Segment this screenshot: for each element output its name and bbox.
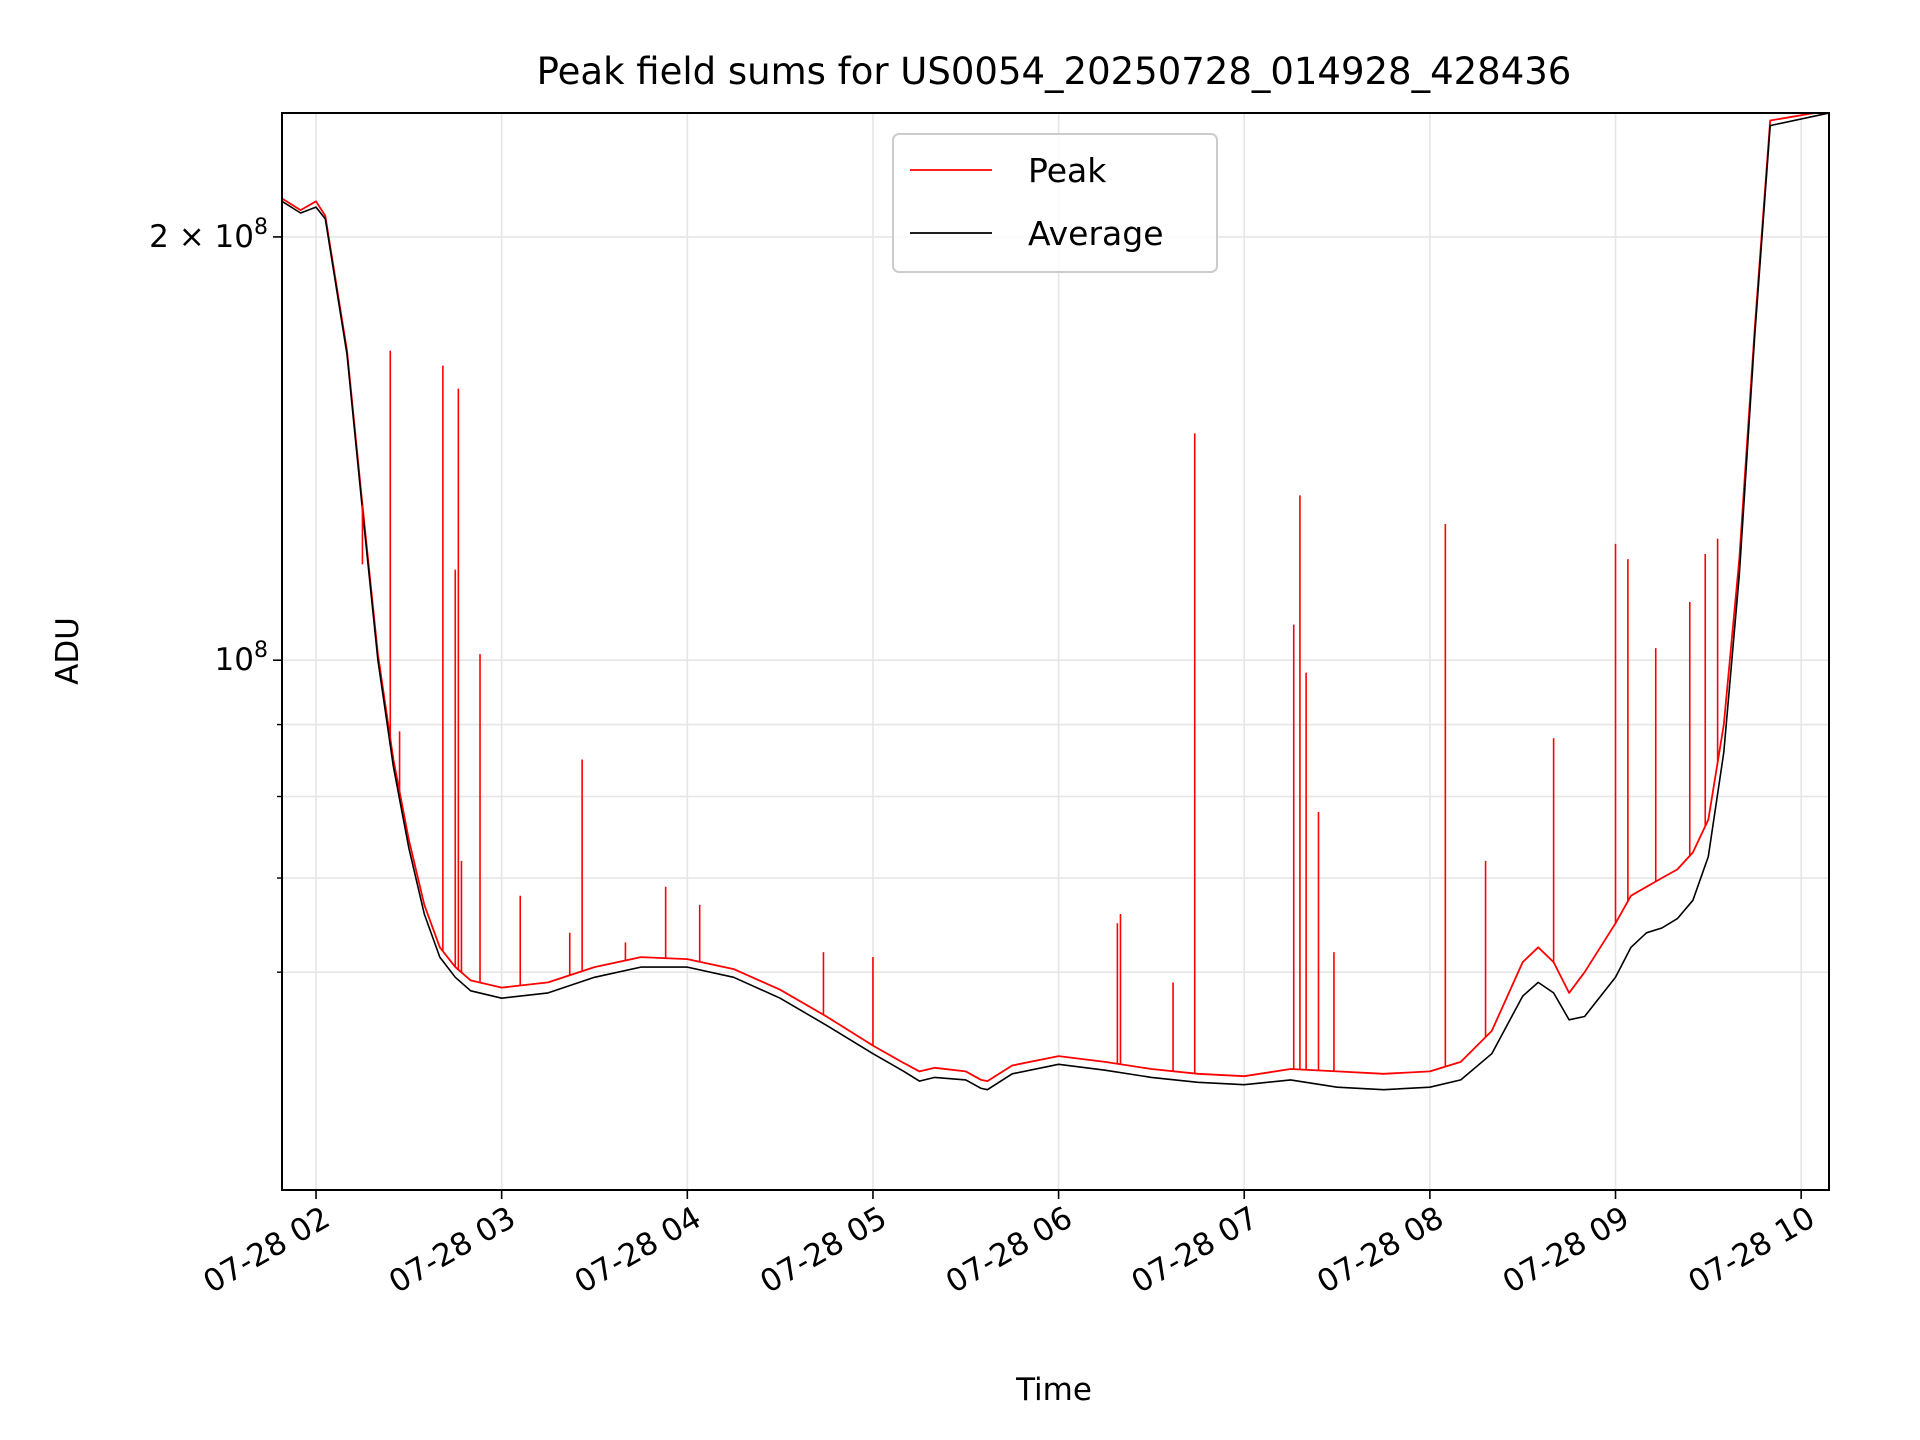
y-tick-label: 108 (215, 638, 268, 678)
chart-title: Peak field sums for US0054_20250728_0149… (537, 50, 1572, 93)
y-tick-label: 2 × 108 (149, 215, 268, 255)
legend: Peak Average (892, 133, 1218, 273)
series-layer (282, 113, 1829, 1091)
x-axis-label: Time (1015, 1372, 1092, 1408)
legend-box (892, 133, 1218, 273)
legend-label-peak: Peak (1028, 151, 1107, 190)
y-axis: 108 2 × 108 (149, 215, 282, 973)
legend-label-average: Average (1028, 214, 1164, 253)
peak-series-line (282, 113, 1820, 1082)
average-series-line (282, 113, 1829, 1091)
y-axis-label: ADU (50, 617, 86, 685)
plot-frame (281, 112, 1830, 1191)
